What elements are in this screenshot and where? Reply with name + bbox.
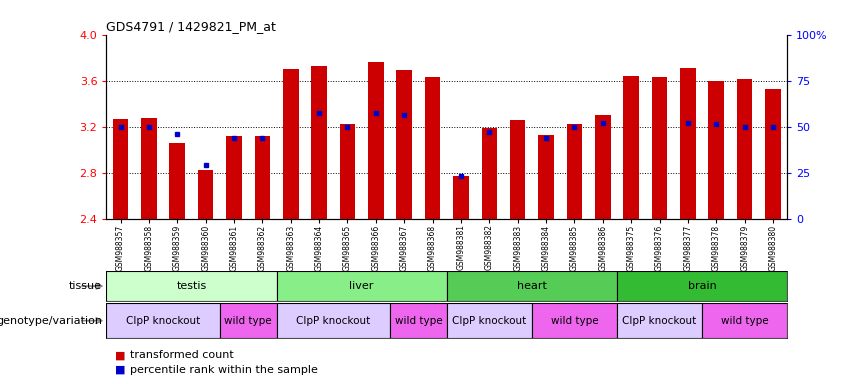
Bar	[277, 303, 390, 338]
Bar	[197, 170, 214, 219]
Text: wild type: wild type	[551, 316, 598, 326]
Text: ■: ■	[115, 365, 125, 375]
Bar	[538, 135, 554, 219]
Bar	[595, 115, 611, 219]
Bar	[702, 303, 787, 338]
Text: ClpP knockout: ClpP knockout	[126, 316, 200, 326]
Bar	[283, 69, 299, 219]
Text: tissue: tissue	[69, 281, 102, 291]
Bar	[737, 79, 752, 219]
Bar	[311, 66, 327, 219]
Bar	[623, 76, 639, 219]
Text: wild type: wild type	[395, 316, 443, 326]
Bar	[226, 136, 242, 219]
Text: transformed count: transformed count	[130, 350, 234, 361]
Bar	[254, 136, 271, 219]
Text: percentile rank within the sample: percentile rank within the sample	[130, 365, 318, 375]
Bar	[277, 271, 447, 301]
Bar	[425, 77, 441, 219]
Bar	[453, 176, 469, 219]
Text: wild type: wild type	[721, 316, 768, 326]
Bar	[141, 118, 157, 219]
Bar	[220, 303, 277, 338]
Bar	[510, 120, 526, 219]
Bar	[447, 303, 532, 338]
Bar	[567, 124, 582, 219]
Bar	[617, 303, 702, 338]
Bar	[765, 89, 781, 219]
Text: testis: testis	[176, 281, 207, 291]
Text: GDS4791 / 1429821_PM_at: GDS4791 / 1429821_PM_at	[106, 20, 277, 33]
Bar	[106, 303, 220, 338]
Bar	[708, 81, 724, 219]
Bar	[112, 119, 129, 219]
Bar	[340, 124, 356, 219]
Text: wild type: wild type	[225, 316, 272, 326]
Text: heart: heart	[517, 281, 547, 291]
Bar	[390, 303, 447, 338]
Text: liver: liver	[350, 281, 374, 291]
Bar	[106, 271, 277, 301]
Text: ClpP knockout: ClpP knockout	[296, 316, 370, 326]
Bar	[617, 271, 787, 301]
Text: ClpP knockout: ClpP knockout	[622, 316, 697, 326]
Text: genotype/variation: genotype/variation	[0, 316, 102, 326]
Text: ■: ■	[115, 350, 125, 361]
Bar	[680, 68, 696, 219]
Bar	[482, 128, 497, 219]
Bar	[532, 303, 617, 338]
Bar	[447, 271, 617, 301]
Bar	[652, 77, 667, 219]
Bar	[397, 70, 412, 219]
Text: brain: brain	[688, 281, 717, 291]
Text: ClpP knockout: ClpP knockout	[452, 316, 527, 326]
Bar	[169, 143, 186, 219]
Bar	[368, 62, 384, 219]
